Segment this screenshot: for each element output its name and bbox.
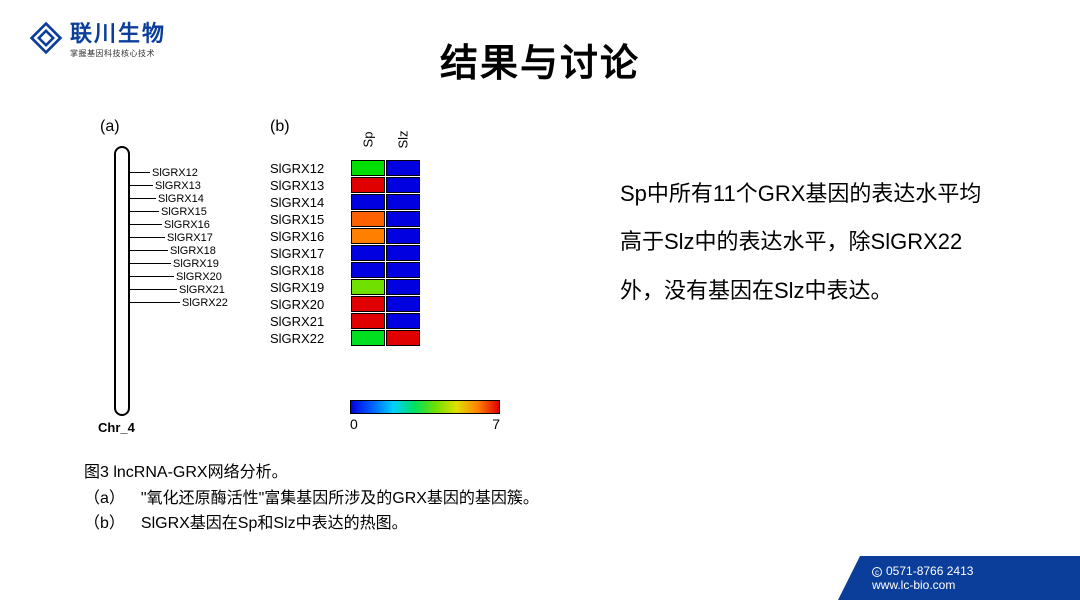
heatmap-row-label: SlGRX12 bbox=[270, 161, 350, 176]
gene-tick-label: SlGRX15 bbox=[161, 206, 207, 218]
heatmap-row: SlGRX14 bbox=[270, 194, 420, 210]
footer-phone: c0571-8766 2413 bbox=[872, 564, 1068, 578]
heatmap-cell bbox=[351, 245, 385, 261]
colorbar-max: 7 bbox=[492, 416, 500, 432]
phone-icon: c bbox=[872, 567, 882, 577]
panel-a-chromosome: (a) Chr_4 SlGRX12SlGRX13SlGRX14SlGRX15Sl… bbox=[100, 118, 230, 136]
caption-line-1: 图3 lncRNA-GRX网络分析。 bbox=[84, 460, 539, 486]
heatmap-cell bbox=[351, 262, 385, 278]
heatmap-cell bbox=[351, 313, 385, 329]
heatmap-cell bbox=[386, 211, 420, 227]
heatmap-cell bbox=[351, 279, 385, 295]
heatmap-cell bbox=[351, 160, 385, 176]
heatmap-row-label: SlGRX16 bbox=[270, 229, 350, 244]
gene-tick-label: SlGRX22 bbox=[182, 297, 228, 309]
footer-contact: c0571-8766 2413 www.lc-bio.com bbox=[860, 556, 1080, 600]
figure-3: (a) Chr_4 SlGRX12SlGRX13SlGRX14SlGRX15Sl… bbox=[100, 118, 540, 136]
heatmap-row-label: SlGRX17 bbox=[270, 246, 350, 261]
heatmap-cell bbox=[386, 296, 420, 312]
panel-a-label: (a) bbox=[100, 118, 230, 136]
heatmap-cell bbox=[351, 296, 385, 312]
footer-website: www.lc-bio.com bbox=[872, 578, 1068, 592]
heatmap-row: SlGRX17 bbox=[270, 245, 420, 261]
heatmap-row: SlGRX19 bbox=[270, 279, 420, 295]
gene-tick-label: SlGRX21 bbox=[179, 284, 225, 296]
heatmap-row-label: SlGRX13 bbox=[270, 178, 350, 193]
heatmap-row-label: SlGRX20 bbox=[270, 297, 350, 312]
heatmap-cell bbox=[386, 177, 420, 193]
gene-tick-label: SlGRX18 bbox=[170, 245, 216, 257]
heatmap-row-label: SlGRX19 bbox=[270, 280, 350, 295]
gene-tick-label: SlGRX14 bbox=[158, 193, 204, 205]
heatmap-cell bbox=[386, 279, 420, 295]
heatmap-col-headers: SpSlz bbox=[351, 132, 420, 147]
heatmap-row-label: SlGRX14 bbox=[270, 195, 350, 210]
gene-tick-label: SlGRX20 bbox=[176, 271, 222, 283]
colorbar-min: 0 bbox=[350, 416, 358, 432]
heatmap-cell bbox=[351, 211, 385, 227]
heatmap-row-label: SlGRX15 bbox=[270, 212, 350, 227]
gene-tick-label: SlGRX16 bbox=[164, 219, 210, 231]
heatmap-row: SlGRX22 bbox=[270, 330, 420, 346]
heatmap-cell bbox=[386, 330, 420, 346]
caption-line-3: （b） SlGRX基因在Sp和Slz中表达的热图。 bbox=[84, 511, 539, 537]
heatmap-cell bbox=[386, 160, 420, 176]
slide-title: 结果与讨论 bbox=[0, 32, 1080, 87]
heatmap-col-header: Slz bbox=[395, 123, 410, 157]
heatmap-col-header: Sp bbox=[360, 123, 375, 157]
heatmap-cell bbox=[351, 177, 385, 193]
heatmap-cell bbox=[386, 245, 420, 261]
heatmap-row: SlGRX18 bbox=[270, 262, 420, 278]
gene-tick-label: SlGRX19 bbox=[173, 258, 219, 270]
heatmap-cell bbox=[386, 194, 420, 210]
heatmap-cell bbox=[351, 330, 385, 346]
heatmap: SpSlz SlGRX12SlGRX13SlGRX14SlGRX15SlGRX1… bbox=[270, 160, 420, 347]
heatmap-cell bbox=[351, 194, 385, 210]
gene-tick-label: SlGRX13 bbox=[155, 180, 201, 192]
heatmap-row-label: SlGRX21 bbox=[270, 314, 350, 329]
heatmap-row: SlGRX15 bbox=[270, 211, 420, 227]
heatmap-row: SlGRX20 bbox=[270, 296, 420, 312]
heatmap-row: SlGRX21 bbox=[270, 313, 420, 329]
body-paragraph: Sp中所有11个GRX基因的表达水平均高于Slz中的表达水平，除SlGRX22外… bbox=[620, 170, 1000, 315]
heatmap-row: SlGRX13 bbox=[270, 177, 420, 193]
heatmap-cell bbox=[386, 228, 420, 244]
heatmap-row-label: SlGRX18 bbox=[270, 263, 350, 278]
heatmap-cell bbox=[351, 228, 385, 244]
gene-tick-label: SlGRX17 bbox=[167, 232, 213, 244]
gene-tick-labels: SlGRX12SlGRX13SlGRX14SlGRX15SlGRX16SlGRX… bbox=[130, 166, 228, 309]
heatmap-row-label: SlGRX22 bbox=[270, 331, 350, 346]
heatmap-cell bbox=[386, 262, 420, 278]
heatmap-row: SlGRX12 bbox=[270, 160, 420, 176]
gene-tick-label: SlGRX12 bbox=[152, 167, 198, 179]
heatmap-row: SlGRX16 bbox=[270, 228, 420, 244]
colorbar: 0 7 bbox=[350, 400, 500, 432]
heatmap-cell bbox=[386, 313, 420, 329]
chromosome-ideogram bbox=[114, 146, 130, 416]
figure-caption: 图3 lncRNA-GRX网络分析。 （a） "氧化还原酶活性"富集基因所涉及的… bbox=[84, 460, 539, 537]
caption-line-2: （a） "氧化还原酶活性"富集基因所涉及的GRX基因的基因簇。 bbox=[84, 486, 539, 512]
panel-b-heatmap: (b) SpSlz SlGRX12SlGRX13SlGRX14SlGRX15Sl… bbox=[270, 118, 520, 136]
chromosome-label: Chr_4 bbox=[98, 420, 135, 435]
